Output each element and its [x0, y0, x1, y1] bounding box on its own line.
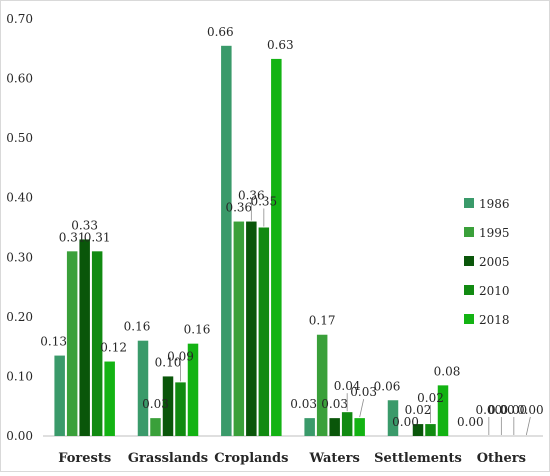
- data-label: 0.10: [155, 355, 182, 369]
- bar: [221, 45, 232, 437]
- legend-label: 1995: [479, 226, 510, 240]
- x-tick-label: Grasslands: [128, 451, 208, 466]
- data-label: 0.63: [267, 38, 294, 52]
- bar: [437, 385, 449, 436]
- data-label: 0.00: [457, 415, 484, 429]
- data-label: 0.00: [475, 403, 502, 417]
- data-label: 0.03: [350, 385, 377, 399]
- bar: [79, 239, 90, 436]
- bar: [54, 355, 65, 436]
- y-tick-label: 0.40: [6, 191, 33, 205]
- data-label: 0.08: [434, 364, 461, 378]
- bar: [66, 251, 78, 436]
- legend-label: 2010: [479, 284, 510, 298]
- data-labels-layer: 0.13 0.310.330.31 0.12 0.16 0.03 0.100.09 0.16…: [40, 25, 544, 436]
- data-label: 0.33: [71, 218, 98, 232]
- bar: [387, 400, 399, 436]
- legend: 1986 1995 2005 2010 2018: [464, 197, 510, 327]
- data-label: 0.13: [40, 335, 67, 349]
- data-label: 0.00: [517, 403, 544, 417]
- legend-swatch: [464, 314, 474, 324]
- data-label: 0.09: [167, 349, 194, 363]
- bar: [162, 376, 174, 436]
- data-label: 0.03: [321, 397, 348, 411]
- bar: [341, 412, 353, 436]
- legend-label: 1986: [479, 197, 510, 211]
- data-label: 0.31: [59, 230, 86, 244]
- data-label: 0.35: [250, 195, 277, 209]
- legend-swatch: [464, 256, 474, 266]
- y-tick-label: 0.20: [6, 310, 33, 324]
- bars-layer: [54, 45, 449, 437]
- bar: [104, 361, 115, 436]
- bar: [412, 424, 424, 436]
- data-label: 0.03: [142, 397, 169, 411]
- bar: [329, 418, 340, 436]
- data-label: 0.00: [488, 403, 515, 417]
- data-label: 0.17: [309, 314, 336, 328]
- data-label: 0.04: [334, 379, 361, 393]
- x-tick-label: Settlements: [374, 451, 462, 466]
- data-label: 0.00: [392, 415, 419, 429]
- data-label: 0.02: [417, 391, 444, 405]
- legend-swatch: [464, 198, 474, 208]
- data-label: 0.00: [500, 403, 527, 417]
- y-tick-label: 0.50: [6, 131, 33, 145]
- legend-label: 2005: [479, 255, 510, 269]
- bar: [258, 227, 270, 436]
- bar: [246, 221, 257, 436]
- bar: [137, 340, 149, 436]
- y-tick-label: 0.30: [6, 250, 33, 264]
- data-label: 0.16: [184, 323, 211, 337]
- bar: [175, 382, 186, 436]
- y-tick-label: 0.60: [6, 72, 33, 86]
- x-tick-label: Forests: [58, 451, 111, 466]
- data-label: 0.36: [225, 201, 252, 215]
- data-label: 0.31: [84, 230, 111, 244]
- x-tick-label: Croplands: [214, 451, 288, 466]
- y-tick-label: 0.70: [6, 12, 33, 26]
- data-label: 0.12: [100, 341, 127, 355]
- axis-layer: 0.00 0.10 0.20 0.30 0.40 0.50 0.60 0.70 Forests G…: [6, 12, 543, 466]
- y-tick-label: 0.10: [6, 369, 33, 383]
- data-label: 0.02: [405, 403, 432, 417]
- bar: [316, 334, 328, 436]
- data-label: 0.66: [207, 25, 234, 39]
- legend-swatch: [464, 227, 474, 237]
- bar: [425, 424, 436, 436]
- bar: [150, 418, 161, 436]
- y-tick-label: 0.00: [6, 429, 33, 443]
- leader-line: [359, 399, 365, 418]
- bar: [187, 343, 199, 436]
- bar: [271, 58, 282, 437]
- x-tick-label: Waters: [308, 451, 359, 466]
- legend-swatch: [464, 285, 474, 295]
- data-label: 0.36: [238, 189, 265, 203]
- leader-line: [525, 416, 531, 436]
- x-tick-label: Others: [477, 451, 526, 466]
- data-label: 0.06: [374, 379, 401, 393]
- data-label: 0.16: [124, 320, 151, 334]
- data-label: 0.03: [290, 397, 317, 411]
- bar: [91, 251, 103, 436]
- bar: [233, 221, 245, 436]
- bar: [354, 418, 365, 436]
- legend-label: 2018: [479, 313, 510, 327]
- bar: [304, 418, 315, 436]
